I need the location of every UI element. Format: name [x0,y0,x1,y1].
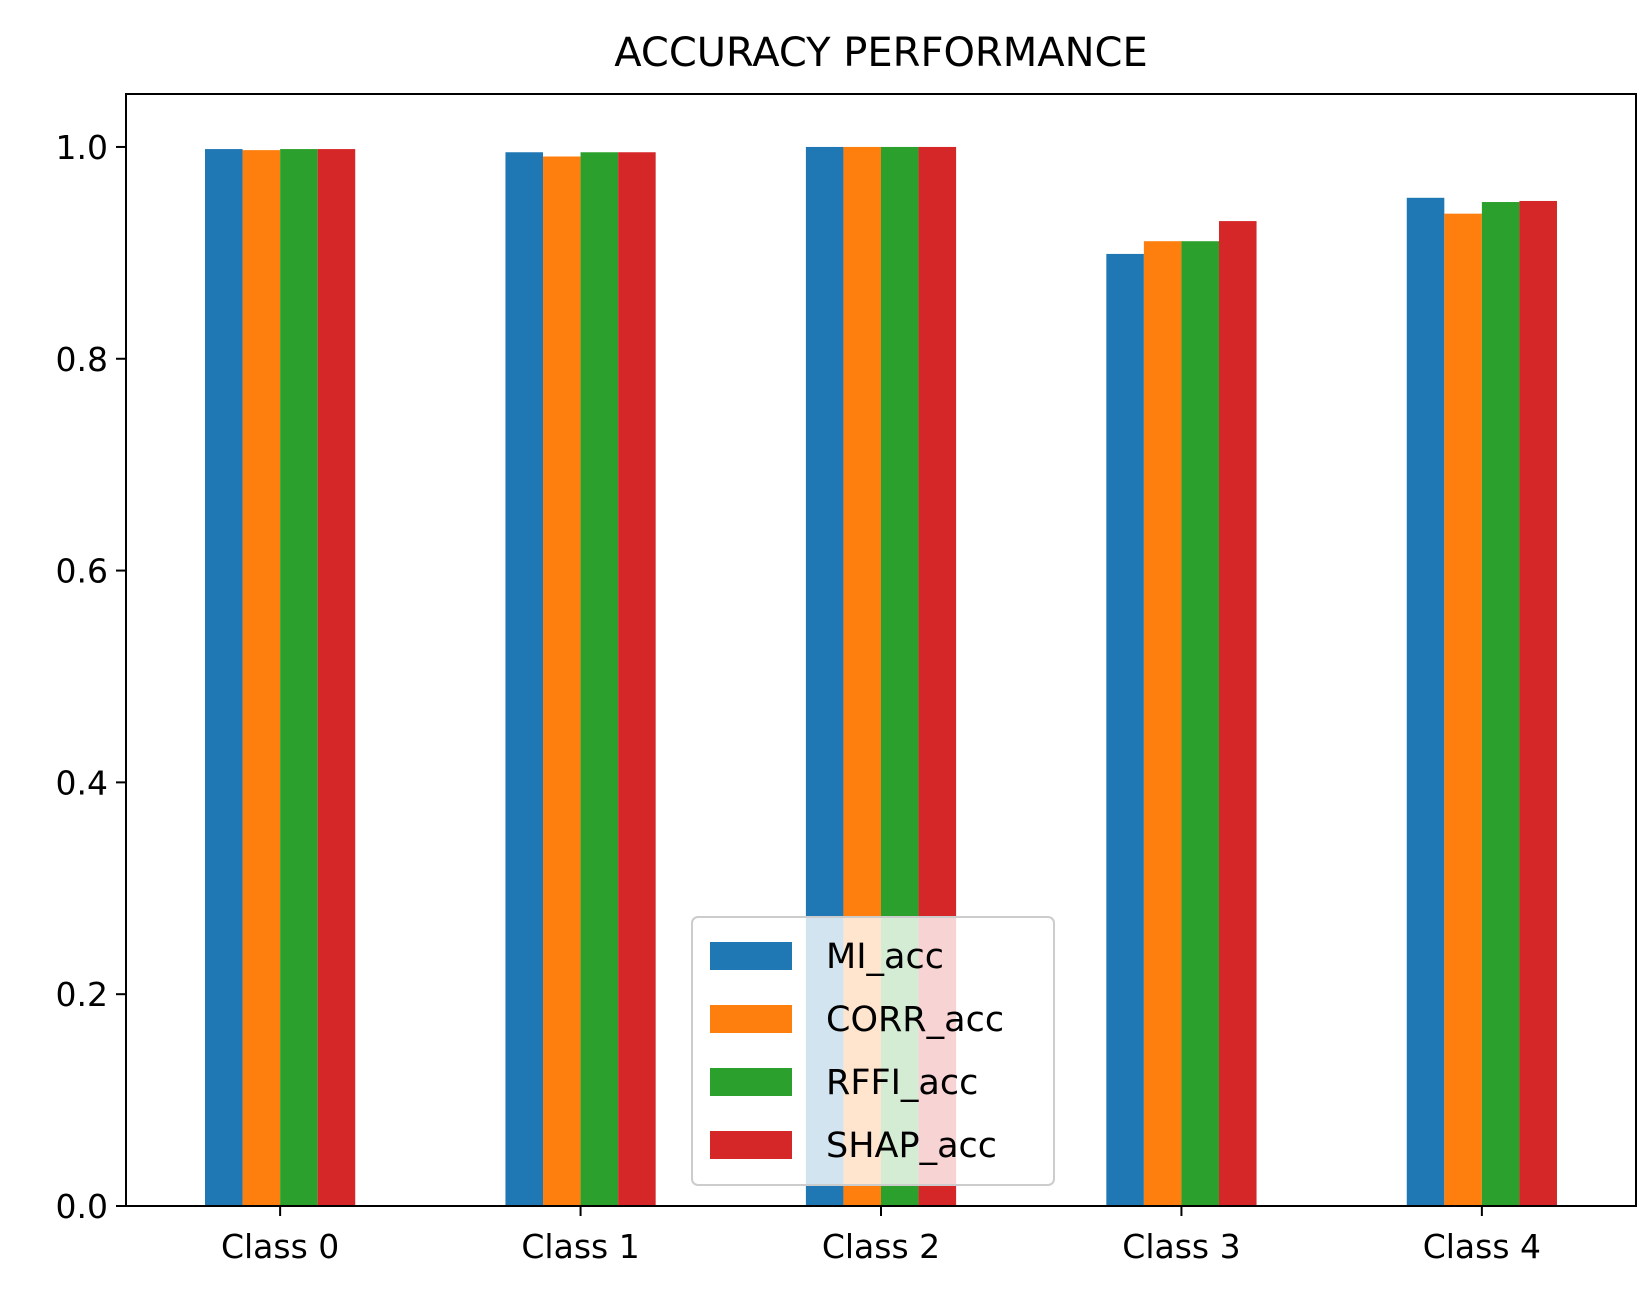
legend-label-shap-acc: SHAP_acc [826,1126,997,1166]
legend-label-rffi-acc: RFFI_acc [826,1063,978,1103]
legend-box [691,916,1055,1186]
y-tick-label: 0.6 [56,552,108,591]
bar-class-1-corr-acc [543,156,581,1207]
legend-label-mi-acc: MI_acc [826,937,944,977]
bar-class-4-shap-acc [1519,200,1557,1206]
bar-class-0-rffi-acc [280,149,318,1207]
chart-title: ACCURACY PERFORMANCE [614,30,1147,76]
legend-swatch-corr-acc [710,1005,792,1033]
bar-class-3-shap-acc [1218,221,1257,1207]
bar-class-1-shap-acc [618,152,656,1207]
y-tick-label: 1.0 [56,128,108,167]
bar-class-4-corr-acc [1444,213,1482,1207]
bar-class-1-rffi-acc [580,152,619,1207]
y-tick-label: 0.0 [56,1187,108,1226]
legend: MI_acc CORR_acc RFFI_acc SHAP_acc [691,916,1055,1186]
x-tick-label: Class 4 [1423,1227,1541,1266]
x-tick-label: Class 3 [1122,1227,1240,1266]
axes-layer: 0.0 0.2 0.4 0.6 0.8 1.0 Class 0 Class 1 Class 2 C… [56,93,1637,1266]
bars-layer [205,146,1557,1207]
legend-label-corr-acc: CORR_acc [826,1000,1004,1040]
legend-swatch-shap-acc [710,1131,792,1159]
bar-class-4-rffi-acc [1481,202,1520,1207]
bar-class-4-mi-acc [1406,197,1445,1206]
y-tick-label: 0.4 [56,763,108,802]
bar-class-3-rffi-acc [1181,241,1219,1206]
legend-swatch-mi-acc [710,942,792,970]
y-tick-label: 0.2 [56,975,108,1014]
x-tick-label: Class 1 [521,1227,639,1266]
bar-class-1-mi-acc [505,152,544,1207]
bar-class-3-corr-acc [1143,241,1182,1206]
bar-class-0-mi-acc [205,149,243,1207]
bar-class-3-mi-acc [1106,253,1144,1206]
bar-class-0-corr-acc [242,150,281,1206]
legend-swatch-rffi-acc [710,1068,792,1096]
bar-class-0-shap-acc [317,149,356,1207]
x-tick-label: Class 0 [221,1227,339,1266]
y-tick-label: 0.8 [56,340,108,379]
x-tick-label: Class 2 [822,1227,940,1266]
